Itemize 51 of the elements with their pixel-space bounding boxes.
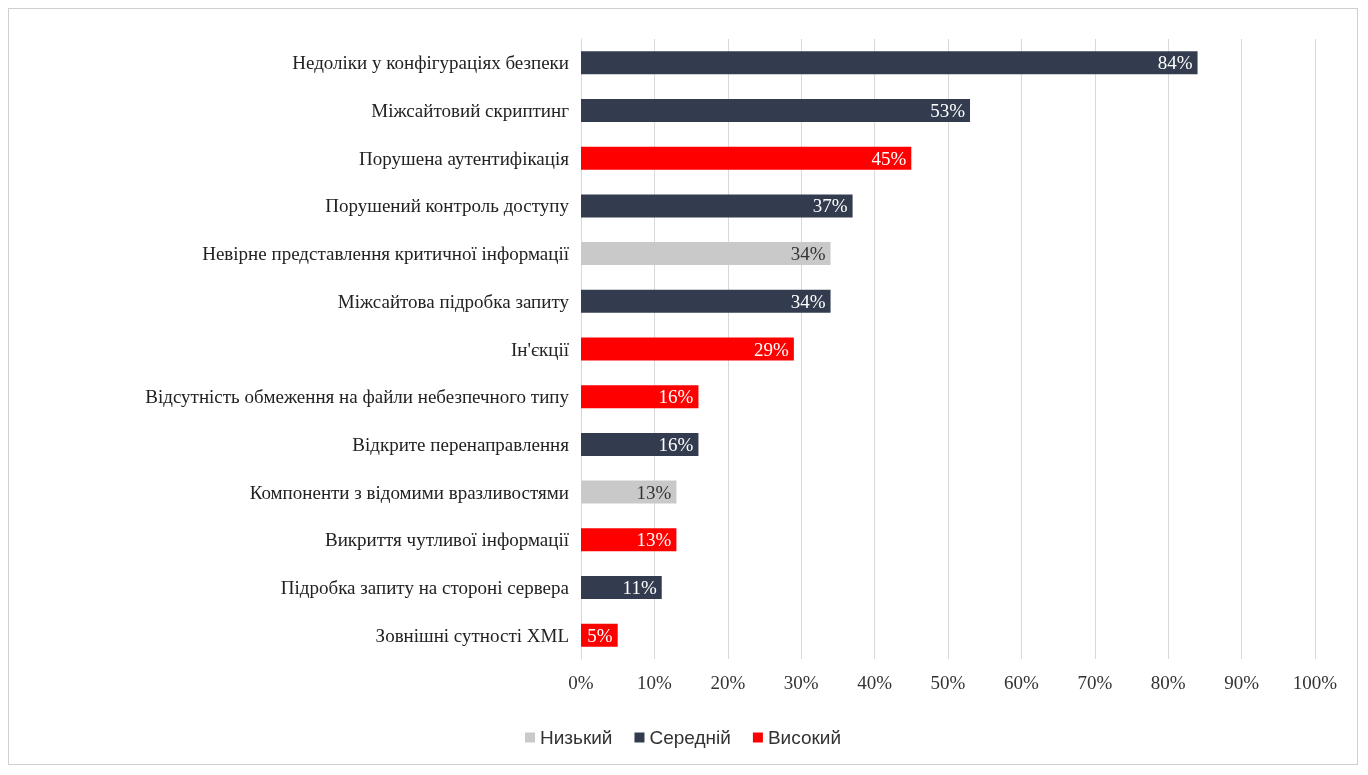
y-tick-label: Компоненти з відомими вразливостями [249, 481, 569, 503]
bar [581, 528, 677, 552]
legend-label: Середній [649, 727, 731, 748]
y-tick-label: Ін'єкції [510, 338, 570, 360]
bar [581, 99, 971, 123]
data-label: 13% [636, 529, 672, 551]
x-tick-label: 80% [1150, 672, 1186, 693]
data-label: 34% [790, 243, 826, 265]
bar [581, 289, 831, 313]
data-label: 13% [636, 481, 672, 503]
y-tick-label: Невірне представлення критичної інформації [202, 243, 570, 265]
x-tick-label: 10% [636, 672, 672, 693]
x-tick-label: 40% [857, 672, 893, 693]
data-label: 34% [790, 290, 826, 312]
y-tick-label: Недоліки у конфігураціях безпеки [292, 52, 569, 74]
data-label: 16% [658, 386, 694, 408]
y-tick-label: Міжсайтовий скриптинг [371, 100, 570, 122]
y-tick-label: Зовнішні сутності XML [375, 624, 569, 646]
data-label: 29% [754, 338, 790, 360]
x-tick-label: 70% [1077, 672, 1113, 693]
data-label: 5% [587, 624, 613, 646]
x-tick-label: 50% [930, 672, 966, 693]
bar [581, 194, 853, 218]
legend-label: Високий [767, 727, 842, 748]
data-label: 16% [658, 433, 694, 455]
y-tick-label: Підробка запиту на стороні сервера [280, 576, 570, 598]
data-label: 53% [930, 100, 966, 122]
bar [581, 480, 677, 504]
bar [581, 337, 794, 361]
data-label: 45% [871, 147, 907, 169]
data-label: 11% [622, 576, 657, 598]
y-tick-label: Відсутність обмеження на файли небезпечного типу [145, 386, 570, 408]
bar [581, 242, 831, 266]
y-tick-label: Відкрите перенаправлення [352, 433, 570, 455]
y-tick-label: Викриття чутливої інформації [324, 529, 570, 551]
x-tick-label: 20% [710, 672, 746, 693]
y-tick-label: Міжсайтова підробка запиту [337, 290, 570, 312]
bar [581, 432, 699, 456]
x-tick-label: 0% [568, 672, 594, 693]
data-label: 37% [812, 195, 848, 217]
bar [581, 146, 912, 170]
x-tick-label: 90% [1224, 672, 1260, 693]
x-tick-label: 100% [1292, 672, 1338, 693]
y-tick-label: Порушена аутентифікація [359, 147, 570, 169]
y-tick-label: Порушений контроль доступу [325, 195, 570, 217]
bar [581, 385, 699, 409]
x-tick-label: 30% [783, 672, 819, 693]
data-label: 84% [1157, 52, 1193, 74]
x-tick-label: 60% [1003, 672, 1039, 693]
legend-label: Низький [540, 727, 613, 748]
bar [581, 51, 1198, 75]
